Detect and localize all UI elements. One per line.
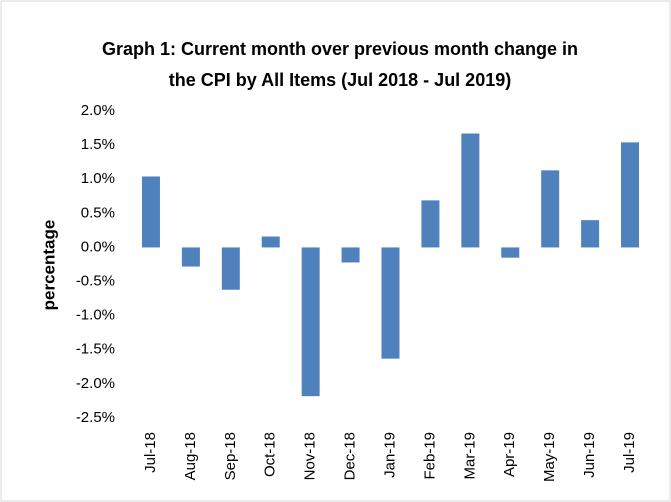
bar [621,142,640,248]
bar [181,247,200,267]
x-tick-label: Feb-19 [421,432,438,480]
chart-title: the CPI by All Items (Jul 2018 - Jul 201… [169,70,511,90]
x-tick-label: Jul-18 [142,432,159,473]
bar [261,236,280,248]
x-tick-label: Jan-19 [381,432,398,478]
bar [221,247,240,290]
y-tick-label: -2.0% [76,375,115,392]
bar [341,247,360,263]
x-tick-label: Jul-19 [621,432,638,473]
y-tick-label: -2.5% [76,409,115,426]
x-tick-label: Mar-19 [461,432,478,480]
y-axis-label: percentage [39,220,58,311]
bar [421,200,440,248]
bar [301,247,320,397]
y-tick-label: -0.5% [76,273,115,290]
y-tick-label: -1.5% [76,341,115,358]
bar [501,247,520,258]
y-tick-label: 1.0% [81,170,115,187]
x-tick-label: Apr-19 [501,432,518,477]
y-tick-label: -1.0% [76,307,115,324]
bar [581,220,600,248]
x-tick-label: Aug-18 [182,432,199,480]
bar [541,170,560,248]
x-tick-label: Nov-18 [302,432,319,480]
x-tick-label: Dec-18 [342,432,359,480]
y-tick-label: 2.0% [81,102,115,119]
x-tick-label: Sep-18 [222,432,239,480]
bar [141,176,160,248]
bar [461,133,480,248]
x-tick-label: Jun-19 [581,432,598,478]
chart-title: Graph 1: Current month over previous mon… [102,39,578,59]
y-tick-label: 0.5% [81,204,115,221]
bar [381,247,400,359]
y-tick-label: 1.5% [81,136,115,153]
x-tick-label: May-19 [541,432,558,482]
x-tick-label: Oct-18 [262,432,279,477]
y-tick-label: 0.0% [81,238,115,255]
